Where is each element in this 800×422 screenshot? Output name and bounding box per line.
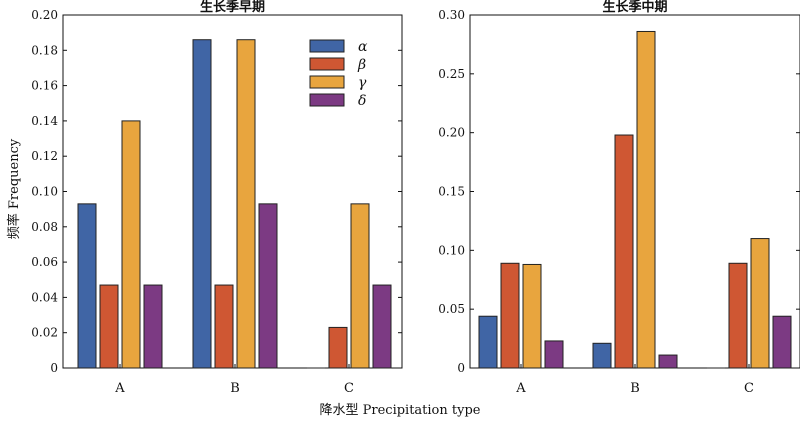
bar-alpha-b [192, 39, 212, 369]
bar-alpha-a [478, 315, 498, 369]
bar-gamma-c [350, 203, 370, 369]
bar-beta-c [728, 262, 748, 369]
y-tick-label: 0.15 [438, 185, 465, 199]
y-tick-label: 0.06 [31, 255, 58, 269]
bar-alpha-a [77, 203, 97, 369]
y-tick-label: 0.10 [31, 185, 58, 199]
y-tick-label: 0.18 [31, 43, 58, 57]
y-tick-label: 0.04 [31, 290, 58, 304]
bar-gamma-a [121, 120, 141, 369]
bar-delta-a [544, 340, 564, 369]
y-tick-label: 0.20 [438, 126, 465, 140]
bar-gamma-c [750, 238, 770, 369]
bar-beta-a [500, 262, 520, 369]
legend-swatch-beta [309, 57, 345, 71]
y-tick-label: 0.12 [31, 149, 58, 163]
x-tick-label: B [630, 381, 640, 396]
bar-delta-c [772, 315, 792, 369]
bar-delta-a [143, 284, 163, 369]
x-axis-label: 降水型 Precipitation type [320, 403, 481, 418]
y-tick-label: 0.02 [31, 326, 58, 340]
x-tick-label: B [230, 381, 240, 396]
bar-gamma-a [522, 263, 542, 369]
y-tick-label: 0.10 [438, 243, 465, 257]
bar-delta-c [372, 284, 392, 369]
y-tick-label: 0.25 [438, 67, 465, 81]
legend-label-alpha: α [358, 39, 368, 55]
bar-beta-b [614, 134, 634, 369]
bar-beta-c [328, 326, 348, 369]
legend-swatch-delta [309, 93, 345, 107]
y-tick-label: 0.20 [31, 8, 58, 22]
bar-beta-b [214, 284, 234, 369]
bar-gamma-b [236, 39, 256, 369]
chart-title: 生长季中期 [602, 0, 667, 15]
panel-mid-season: 生长季中期 0 0.05 0.10 0.15 0.20 0.25 0.30 A B C [438, 0, 800, 396]
legend-label-gamma: γ [358, 75, 367, 91]
y-axis-label: 频率 Frequency [6, 138, 22, 239]
legend-label-beta: β [357, 57, 366, 73]
y-tick-label: 0.05 [438, 302, 465, 316]
y-tick-label: 0.08 [31, 220, 58, 234]
y-tick-label: 0.30 [438, 8, 465, 22]
y-tick-label: 0.14 [31, 114, 58, 128]
y-tick-label: 0 [457, 361, 465, 375]
x-tick-label: A [114, 381, 125, 396]
legend-label-delta: δ [358, 93, 366, 109]
bar-alpha-b [592, 342, 612, 369]
bar-beta-a [99, 284, 119, 369]
legend-swatch-gamma [309, 75, 345, 89]
y-tick-label: 0.16 [31, 79, 58, 93]
bar-delta-b [658, 354, 678, 369]
x-tick-label: A [515, 381, 526, 396]
bar-gamma-b [636, 30, 656, 369]
x-tick-label: C [744, 381, 754, 396]
chart-title: 生长季早期 [200, 0, 265, 15]
bar-delta-b [258, 203, 278, 369]
panel-early-season: 生长季早期 0 0.02 0.04 0.06 0.08 0.10 0.12 0.14 0.16 0.… [31, 0, 403, 396]
legend-swatch-alpha [309, 39, 345, 53]
x-tick-label: C [344, 381, 354, 396]
y-tick-label: 0 [50, 361, 58, 375]
